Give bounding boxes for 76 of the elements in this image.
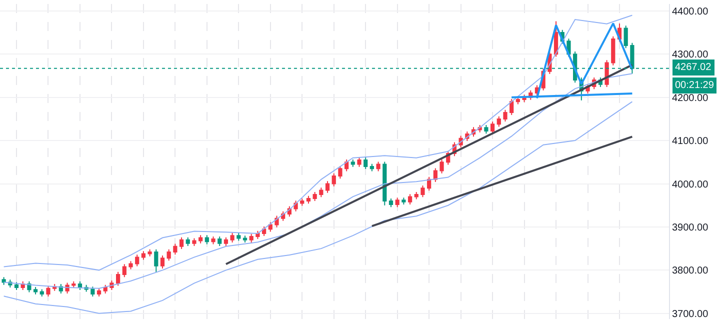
- candlestick: [262, 226, 266, 237]
- candlestick: [78, 280, 82, 291]
- candlestick: [148, 248, 152, 257]
- candlestick: [370, 163, 374, 172]
- candlestick: [440, 159, 444, 174]
- candlestick: [420, 184, 425, 198]
- candlestick: [90, 286, 95, 298]
- candlestick: [357, 156, 362, 168]
- y-tick-label: 3900.00: [672, 222, 709, 234]
- text: 00:21:29: [675, 80, 714, 91]
- candlestick: [211, 236, 216, 245]
- candlestick: [496, 116, 501, 128]
- candlestick: [414, 191, 418, 200]
- candlestick: [46, 285, 50, 298]
- candlestick: [72, 280, 76, 288]
- y-tick-label: 3800.00: [672, 266, 709, 277]
- candlestick: [312, 191, 317, 202]
- line-series: [3, 14, 633, 271]
- candlestick: [376, 161, 380, 172]
- y-tick-label: 4000.00: [672, 179, 709, 190]
- candlestick: [408, 194, 412, 205]
- candlestick: [325, 180, 330, 194]
- candlestick: [186, 236, 190, 246]
- candlestick: [40, 288, 44, 298]
- candlestick: [554, 20, 558, 58]
- y-tick-label: 4400.00: [672, 6, 709, 18]
- candlestick: [230, 232, 234, 244]
- candlestick: [490, 121, 495, 134]
- candlestick: [96, 288, 102, 298]
- candlestick: [242, 235, 248, 244]
- y-tick-label: 4300.00: [672, 50, 709, 61]
- candlestick: [624, 25, 628, 49]
- candlestick: [364, 156, 368, 170]
- candlestick: [350, 159, 355, 168]
- candlestick: [218, 236, 222, 246]
- line-series: [3, 101, 633, 314]
- y-tick-label: 3700.00: [672, 308, 709, 320]
- ref-line-label: 4267.02: [675, 62, 712, 73]
- candlestick: [503, 109, 508, 122]
- candlestick: [516, 96, 520, 105]
- candlestick: [2, 276, 6, 286]
- candlestick: [382, 161, 387, 206]
- candlestick: [510, 98, 514, 116]
- candlestick: [192, 238, 196, 246]
- candlestick: [141, 250, 146, 260]
- candlestick: [300, 198, 304, 206]
- candlestick: [484, 124, 488, 134]
- candlestick: [388, 198, 394, 208]
- candlestick: [116, 271, 120, 286]
- candlestick: [204, 234, 209, 245]
- candlestick: [154, 248, 158, 273]
- y-tick-label: 4100.00: [672, 136, 709, 148]
- candlestick: [128, 260, 133, 270]
- candlestick: [166, 248, 171, 262]
- candlestick: [395, 197, 400, 208]
- candlestick: [256, 230, 260, 240]
- line-series: [3, 73, 633, 289]
- candlestick: [122, 264, 126, 278]
- candlestick: [179, 236, 184, 250]
- candlestick: [338, 166, 342, 180]
- candlestick: [332, 172, 336, 187]
- candlestick: [249, 233, 254, 244]
- candlestick: [402, 197, 406, 205]
- y-tick-label: 4200.00: [672, 92, 709, 104]
- candlestick: [236, 232, 241, 242]
- candlestick: [33, 286, 38, 295]
- candlestick: [14, 282, 19, 291]
- candlestick: [160, 254, 165, 269]
- candlestick: [224, 236, 228, 246]
- candlestick: [306, 195, 311, 204]
- candlestick: [135, 254, 140, 267]
- candlestick: [611, 36, 616, 66]
- candlestick: [319, 187, 324, 198]
- candlestick: [103, 284, 108, 294]
- candlestick: [173, 243, 178, 256]
- candlestick: [198, 234, 203, 244]
